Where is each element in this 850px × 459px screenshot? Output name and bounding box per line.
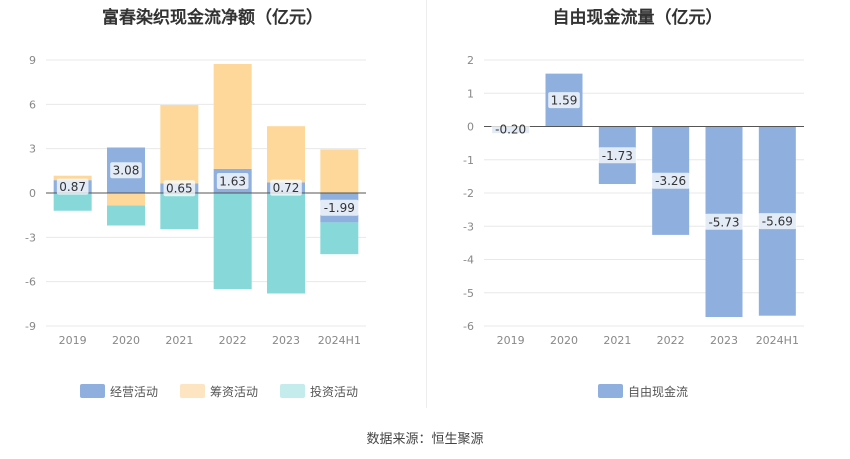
y-tick-label: -2 bbox=[463, 187, 474, 200]
cash-flow-net-chart: -9 -6 -3 0 3 6 9 2019 2020 2021 2022 2023 2024H1 0.87… bbox=[25, 54, 366, 347]
y-tick-label: 0 bbox=[29, 187, 36, 200]
data-label: 0.72 bbox=[273, 181, 300, 195]
right-legend: 自由现金流 bbox=[598, 382, 710, 400]
legend-swatch-operating bbox=[80, 384, 105, 398]
data-label: 0.65 bbox=[166, 182, 193, 196]
x-tick-label: 2024H1 bbox=[318, 334, 361, 347]
legend-label-operating: 经营活动 bbox=[110, 384, 159, 399]
bar-financing bbox=[160, 105, 199, 184]
legend-label-investing: 投资活动 bbox=[310, 384, 359, 399]
right-chart-title: 自由现金流量（亿元） bbox=[552, 8, 723, 28]
x-tick-label: 2024H1 bbox=[756, 334, 799, 347]
data-label-bg bbox=[548, 92, 580, 109]
y-tick-label: -4 bbox=[463, 254, 474, 267]
data-label-bg bbox=[216, 172, 249, 189]
bar-investing bbox=[320, 222, 359, 255]
left-chart-title: 富春染织现金流净额（亿元） bbox=[102, 8, 323, 28]
bar-investing bbox=[213, 193, 252, 290]
y-tick-label: 3 bbox=[29, 143, 36, 156]
legend-item-free-cash-flow[interactable]: 自由现金流 bbox=[598, 383, 688, 400]
legend-item-investing[interactable]: 投资活动 bbox=[280, 383, 358, 400]
y-tick-label: -3 bbox=[25, 231, 36, 244]
left-legend: 经营活动 筹资活动 投资活动 bbox=[80, 382, 380, 400]
bar-financing bbox=[320, 149, 359, 193]
y-tick-label: 9 bbox=[29, 54, 36, 67]
data-label-bg bbox=[56, 178, 89, 195]
data-label: -5.73 bbox=[708, 215, 739, 229]
data-label: -5.69 bbox=[762, 215, 793, 229]
x-tick-label: 2019 bbox=[497, 334, 525, 347]
free-cash-flow-chart: -6 -5 -4 -3 -2 -1 0 1 2 2019 2020 2021 2022 2023 2024H… bbox=[463, 54, 804, 347]
y-tick-label: -5 bbox=[463, 287, 474, 300]
data-label-bg bbox=[163, 180, 196, 197]
data-label: 0.87 bbox=[59, 180, 86, 194]
legend-swatch-financing bbox=[180, 384, 206, 398]
y-tick-label: -6 bbox=[463, 320, 474, 333]
legend-item-operating[interactable]: 经营活动 bbox=[80, 383, 158, 400]
data-label: 1.59 bbox=[551, 94, 578, 108]
y-tick-label: -9 bbox=[25, 320, 36, 333]
bar-financing bbox=[53, 175, 92, 181]
data-source-note: 数据来源：恒生聚源 bbox=[366, 432, 484, 447]
bar-investing bbox=[107, 205, 145, 226]
data-label-bg bbox=[320, 199, 359, 216]
x-tick-label: 2023 bbox=[710, 334, 738, 347]
x-tick-label: 2021 bbox=[603, 334, 631, 347]
y-tick-label: 0 bbox=[467, 121, 474, 134]
x-tick-label: 2021 bbox=[165, 334, 193, 347]
y-tick-label: 6 bbox=[29, 98, 36, 111]
x-tick-label: 2022 bbox=[219, 334, 247, 347]
legend-label-free-cash-flow: 自由现金流 bbox=[628, 384, 689, 399]
data-label: -1.99 bbox=[324, 201, 355, 215]
bar-financing bbox=[213, 63, 252, 169]
data-label: -1.73 bbox=[602, 149, 633, 163]
data-label-bg bbox=[758, 213, 797, 230]
x-tick-label: 2020 bbox=[112, 334, 140, 347]
data-label: -0.20 bbox=[495, 122, 526, 136]
y-tick-label: 1 bbox=[467, 87, 474, 100]
y-tick-label: -3 bbox=[463, 220, 474, 233]
x-tick-label: 2020 bbox=[550, 334, 578, 347]
data-label-bg bbox=[704, 213, 744, 230]
y-tick-label: -6 bbox=[25, 276, 36, 289]
data-label: 1.63 bbox=[219, 174, 246, 188]
legend-swatch-free-cash-flow bbox=[598, 384, 623, 398]
legend-swatch-investing bbox=[280, 384, 306, 398]
bar-investing bbox=[53, 193, 92, 211]
legend-label-financing: 筹资活动 bbox=[210, 384, 259, 399]
x-tick-label: 2023 bbox=[272, 334, 300, 347]
y-tick-label: 2 bbox=[467, 54, 474, 67]
panel-divider bbox=[426, 0, 427, 408]
data-label-bg bbox=[598, 147, 637, 164]
data-label-bg bbox=[110, 162, 142, 179]
data-label-bg bbox=[270, 179, 302, 196]
bar-investing bbox=[160, 193, 199, 230]
bar-financing bbox=[267, 126, 305, 183]
data-label: -3.26 bbox=[655, 174, 686, 188]
x-tick-label: 2019 bbox=[59, 334, 87, 347]
data-label-bg bbox=[651, 172, 690, 189]
bar-financing bbox=[107, 193, 145, 206]
x-tick-label: 2022 bbox=[657, 334, 685, 347]
data-label: 3.08 bbox=[113, 164, 140, 178]
legend-item-financing[interactable]: 筹资活动 bbox=[180, 383, 258, 400]
y-tick-label: -1 bbox=[463, 154, 474, 167]
bar-investing bbox=[267, 193, 305, 294]
data-label-bg bbox=[491, 120, 530, 137]
